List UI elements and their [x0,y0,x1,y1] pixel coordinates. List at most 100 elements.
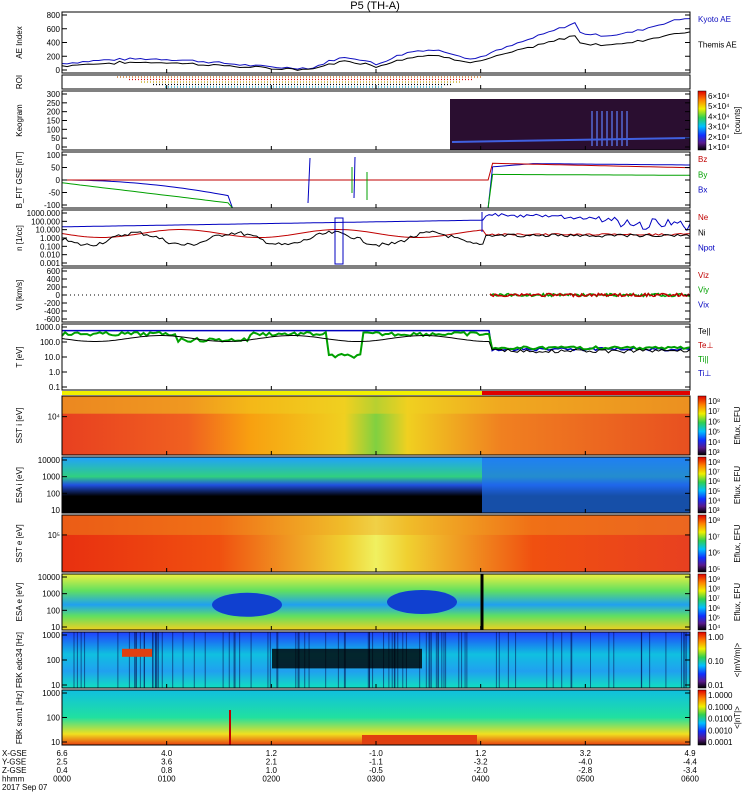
y-tick-label: 0.010 [40,251,61,260]
colorbar-tick-label: 0.0100 [708,715,733,724]
panel-4: 100 50 0 -50 -100 B_FIT GSE [nT] Bz By Bx [15,151,707,210]
y-tick-label: -600 [44,315,61,324]
colorbar-tick-label: 0.10 [708,657,724,666]
colorbar-tick-label: 10⁵ [708,613,720,622]
y-tick-label: 10 [51,506,60,515]
colorbar [697,395,707,456]
y-tick-label: 200 [47,52,61,61]
legend-viz: Viz [698,271,709,280]
y-axis-label: Vi [km/s] [15,280,24,311]
panel-frame [61,11,691,74]
legend-by: By [698,170,707,179]
ephemeris-footer: X-GSE 6.6 4.0 1.2 -1.0 1.2 3.2 4.9 Y-GSE 2.5 3.6 2.… [2,749,699,792]
bz-line [62,162,691,181]
y-tick-label: 1000 [42,631,60,640]
legend-ni: Ni [698,228,706,237]
footer-value: -1.0 [369,749,383,758]
footer-value: 2.1 [266,758,278,767]
legend-kyoto-ae: Kyoto AE [698,15,731,24]
colorbar-label: Eflux, EFU [733,466,742,504]
y-tick-label: 200 [47,283,61,292]
footer-value: 1.2 [266,749,278,758]
footer-value: 0400 [472,775,490,784]
colorbar-tick-label: 10⁷ [708,468,720,477]
colorbar-tick-label: 10⁹ [708,575,720,584]
y-tick-label: -50 [48,189,60,198]
themis-ae-line [61,31,691,71]
esa-electron-cavity [387,590,457,614]
colorbar-tick-label: 10⁵ [708,565,720,574]
colorbar-label: Eflux, EFU [733,524,742,562]
y-tick-label: 100 [47,714,61,723]
colorbar-tick-label: 10⁴ [708,623,721,632]
footer-value: 0.4 [56,766,68,775]
colorbar-label: <|mV/m|> [733,642,742,677]
y-axis-label: AE Index [15,26,24,58]
y-axis-label: ESA i [eV] [15,467,24,503]
colorbar-tick-label: 5×10⁴ [708,102,730,111]
colorbar-tick-label: 10⁴ [708,496,721,505]
y-tick-label: 1.0 [49,368,61,377]
y-axis-label: B_FIT GSE [nT] [15,152,24,209]
y-tick-label: 200 [47,108,61,117]
y-tick-label: 100 [47,125,61,134]
viz-line [489,292,691,298]
y-axis-label: n [1/cc] [15,225,24,251]
y-tick-label: 10 [51,681,60,690]
footer-value: -1.1 [369,758,383,767]
y-tick-label: 10000 [38,456,61,465]
y-axis-label: SST e [eV] [15,524,24,563]
sst-mode-bar-fast [482,391,690,395]
footer-value: 0300 [367,775,385,784]
footer-value: -2.8 [578,766,592,775]
y-tick-label: 10000 [38,573,61,582]
footer-value: -0.5 [369,766,383,775]
bx-spike [307,157,311,204]
plot-title: P5 (TH-A) [350,0,400,12]
y-tick-label: 600 [47,267,61,276]
legend-te-: Te|| [698,327,711,336]
colorbar-tick-label: 0.1000 [708,703,733,712]
y-tick-label: 800 [47,11,61,20]
sst-mode-bar [62,391,690,395]
footer-value: -4.0 [578,758,592,767]
y-axis-label: ESA e [eV] [15,583,24,622]
footer-value: 3.6 [161,758,173,767]
footer-value: -3.4 [683,766,697,775]
colorbar-tick-label: 10⁸ [708,397,720,406]
panel-12: 1000 100 10 FBK edc34 [Hz] 1.00 0.10 0.01 <|mV/… [15,631,742,690]
bx-spike [353,156,356,199]
colorbar-tick-label: 6×10⁴ [708,92,730,101]
y-tick-label: 10.000 [36,226,61,235]
colorbar-tick-label: 10³ [708,448,720,457]
sst-electron-top [62,515,690,535]
y-tick-label: 100 [47,656,61,665]
legend-ne: Ne [698,213,709,222]
y-tick-label: 100 [47,151,61,160]
legend-bx: Bx [698,186,707,195]
bx-line [62,163,690,209]
y-axis-label: ROI [15,75,24,89]
keogram-band [451,137,691,143]
colorbar-tick-label: 10⁸ [708,585,720,594]
colorbar-tick-label: 10⁷ [708,407,720,416]
y-tick-label: 10.0 [44,353,60,362]
y-axis-label: FBK edc34 [Hz] [15,632,24,688]
y-axis-label: Keogram [15,104,24,137]
colorbar-tick-label: 0.0001 [708,738,733,747]
colorbar-tick-label: 4×10⁴ [708,112,730,121]
y-tick-label: 1000.000 [27,209,61,218]
legend-ti-: Ti|| [698,355,709,364]
colorbar [697,514,707,573]
colorbar [697,573,707,631]
legend-vix: Vix [698,300,709,309]
panel-2: ROI [15,74,691,90]
panel-frame [61,323,691,391]
y-tick-label: 0.100 [40,242,61,251]
y-tick-label: 1000 [42,590,60,599]
y-axis-label: T [eV] [15,346,24,367]
y-tick-label: 100 [47,606,61,615]
